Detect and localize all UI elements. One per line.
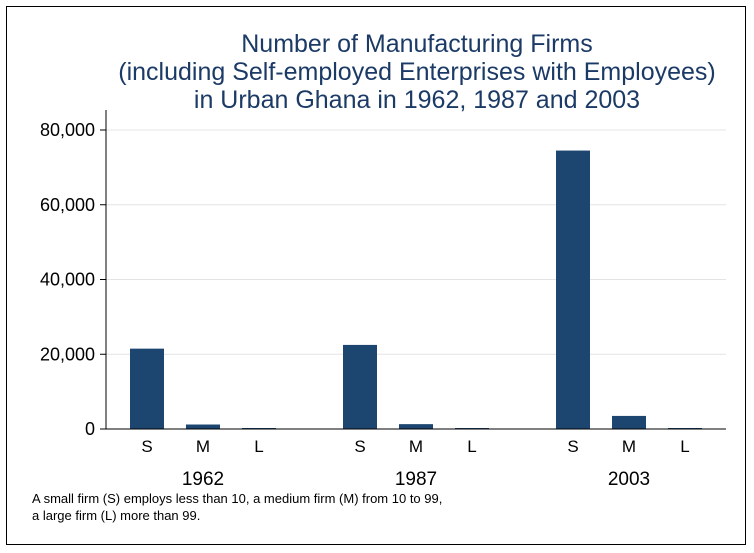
category-label: M <box>409 437 423 456</box>
chart-title-line-3: in Urban Ghana in 1962, 1987 and 2003 <box>194 86 640 114</box>
axis-labels: 0 20,000 40,000 60,000 80,000 S M L 1962 S M L 1987 S… <box>40 120 690 490</box>
footnote-line-2: a large firm (L) more than 99. <box>32 508 200 523</box>
group-label: 1962 <box>182 469 224 490</box>
category-label: S <box>141 437 152 456</box>
y-tick-label: 20,000 <box>40 344 95 364</box>
y-tick-label: 60,000 <box>40 195 95 215</box>
y-tick-label: 40,000 <box>40 270 95 290</box>
category-label: L <box>680 437 689 456</box>
group-label: 2003 <box>608 469 650 490</box>
bar-1962-M <box>186 424 220 429</box>
category-label: S <box>354 437 365 456</box>
bar-2003-S <box>556 150 590 429</box>
category-label: L <box>254 437 263 456</box>
chart-title-line-2: (including Self-employed Enterprises wit… <box>118 58 716 86</box>
bar-1987-M <box>399 424 433 429</box>
category-label: M <box>622 437 636 456</box>
axes <box>100 110 726 430</box>
chart-frame <box>6 6 746 545</box>
gridlines <box>106 129 726 355</box>
y-tick-label: 0 <box>85 419 95 439</box>
category-label: L <box>467 437 476 456</box>
category-label: M <box>196 437 210 456</box>
chart-title-line-1: Number of Manufacturing Firms <box>241 30 593 58</box>
group-label: 1987 <box>395 469 437 490</box>
bar-1962-S <box>130 348 164 429</box>
bars <box>130 150 702 429</box>
category-label: S <box>567 437 578 456</box>
bar-2003-M <box>612 415 646 429</box>
y-tick-label: 80,000 <box>40 120 95 140</box>
bar-1987-S <box>343 344 377 429</box>
footnote-line-1: A small firm (S) employs less than 10, a… <box>32 491 442 506</box>
